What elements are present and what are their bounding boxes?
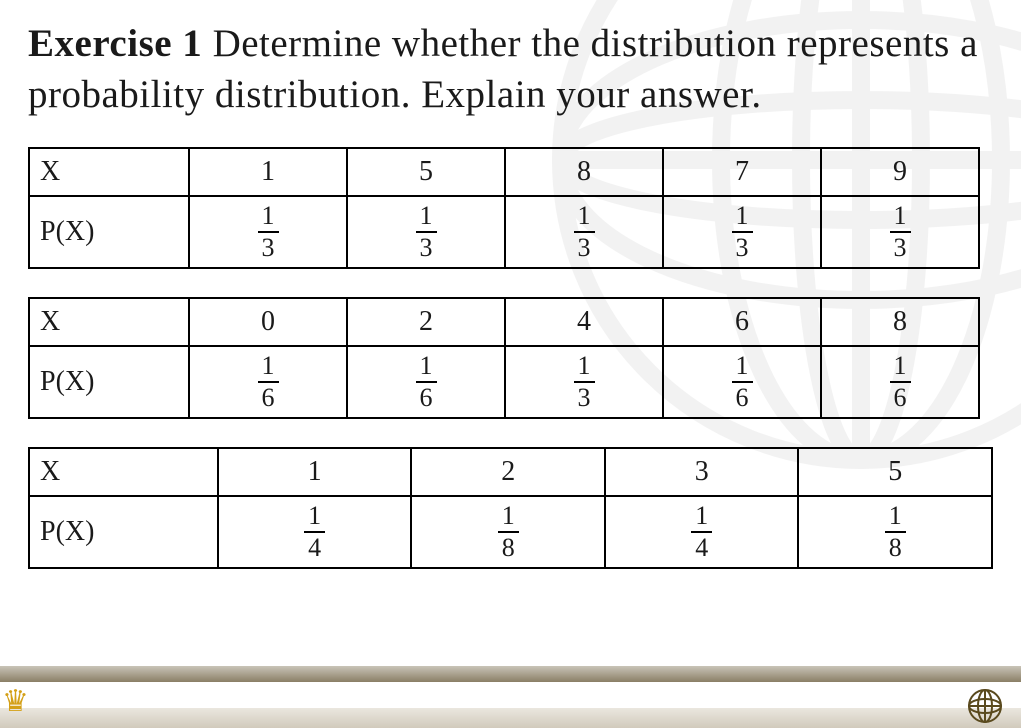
x-cell: 2: [347, 298, 505, 346]
fraction-denominator: 6: [416, 381, 437, 411]
p-cell: 13: [189, 196, 347, 268]
table-row: P(X)14181418: [29, 496, 992, 568]
p-cell: 18: [411, 496, 605, 568]
p-cell: 13: [505, 196, 663, 268]
fraction-denominator: 3: [890, 231, 911, 261]
x-cell: 1: [218, 448, 412, 496]
row-header-p: P(X): [29, 496, 218, 568]
fraction: 13: [416, 203, 437, 261]
fraction-numerator: 1: [304, 503, 325, 531]
decorative-band-lower: [0, 708, 1021, 728]
fraction-denominator: 4: [691, 531, 712, 561]
x-cell: 3: [605, 448, 799, 496]
fraction: 16: [258, 353, 279, 411]
globe-icon: [955, 686, 1015, 726]
fraction-denominator: 8: [885, 531, 906, 561]
fraction: 13: [574, 353, 595, 411]
fraction-denominator: 3: [258, 231, 279, 261]
fraction: 13: [890, 203, 911, 261]
distribution-table-2: X02468P(X)1616131616: [28, 297, 980, 419]
fraction: 16: [732, 353, 753, 411]
fraction-numerator: 1: [691, 503, 712, 531]
fraction-numerator: 1: [890, 203, 911, 231]
fraction-numerator: 1: [258, 353, 279, 381]
row-header-x: X: [29, 148, 189, 196]
fraction-numerator: 1: [574, 353, 595, 381]
fraction-numerator: 1: [258, 203, 279, 231]
table-row: X15879: [29, 148, 979, 196]
decorative-band-upper: [0, 666, 1021, 682]
x-cell: 5: [347, 148, 505, 196]
title-strong: Exercise 1: [28, 22, 202, 65]
fraction: 14: [304, 503, 325, 561]
fraction: 14: [691, 503, 712, 561]
fraction-numerator: 1: [885, 503, 906, 531]
fraction-denominator: 6: [258, 381, 279, 411]
p-cell: 13: [505, 346, 663, 418]
fraction-denominator: 3: [416, 231, 437, 261]
p-cell: 18: [798, 496, 992, 568]
x-cell: 6: [663, 298, 821, 346]
row-header-p: P(X): [29, 346, 189, 418]
x-cell: 1: [189, 148, 347, 196]
fraction-denominator: 4: [304, 531, 325, 561]
fraction-numerator: 1: [732, 203, 753, 231]
p-cell: 16: [663, 346, 821, 418]
x-cell: 5: [798, 448, 992, 496]
x-cell: 4: [505, 298, 663, 346]
fraction-denominator: 6: [890, 381, 911, 411]
table-row: X1235: [29, 448, 992, 496]
fraction-denominator: 3: [574, 381, 595, 411]
fraction-numerator: 1: [574, 203, 595, 231]
p-cell: 14: [605, 496, 799, 568]
table-row: P(X)1313131313: [29, 196, 979, 268]
fraction-numerator: 1: [416, 203, 437, 231]
fraction-denominator: 3: [732, 231, 753, 261]
fraction-numerator: 1: [890, 353, 911, 381]
p-cell: 13: [663, 196, 821, 268]
p-cell: 14: [218, 496, 412, 568]
p-cell: 13: [347, 196, 505, 268]
x-cell: 8: [505, 148, 663, 196]
fraction: 16: [416, 353, 437, 411]
fraction-denominator: 3: [574, 231, 595, 261]
x-cell: 9: [821, 148, 979, 196]
fraction-numerator: 1: [732, 353, 753, 381]
fraction-numerator: 1: [416, 353, 437, 381]
table-row: P(X)1616131616: [29, 346, 979, 418]
row-header-x: X: [29, 448, 218, 496]
fraction: 16: [890, 353, 911, 411]
fraction-denominator: 6: [732, 381, 753, 411]
p-cell: 16: [821, 346, 979, 418]
crown-icon: ♛: [2, 684, 42, 724]
fraction: 18: [885, 503, 906, 561]
row-header-x: X: [29, 298, 189, 346]
row-header-p: P(X): [29, 196, 189, 268]
p-cell: 13: [821, 196, 979, 268]
distribution-table-3: X1235P(X)14181418: [28, 447, 993, 569]
table-row: X02468: [29, 298, 979, 346]
distribution-table-1: X15879P(X)1313131313: [28, 147, 980, 269]
fraction-numerator: 1: [498, 503, 519, 531]
fraction: 13: [574, 203, 595, 261]
exercise-title: Exercise 1 Determine whether the distrib…: [28, 18, 993, 121]
p-cell: 16: [347, 346, 505, 418]
fraction: 18: [498, 503, 519, 561]
x-cell: 7: [663, 148, 821, 196]
tables-container: X15879P(X)1313131313X02468P(X)1616131616…: [28, 147, 993, 569]
x-cell: 0: [189, 298, 347, 346]
x-cell: 2: [411, 448, 605, 496]
fraction: 13: [732, 203, 753, 261]
slide-content: Exercise 1 Determine whether the distrib…: [0, 0, 1021, 569]
fraction: 13: [258, 203, 279, 261]
x-cell: 8: [821, 298, 979, 346]
fraction-denominator: 8: [498, 531, 519, 561]
p-cell: 16: [189, 346, 347, 418]
